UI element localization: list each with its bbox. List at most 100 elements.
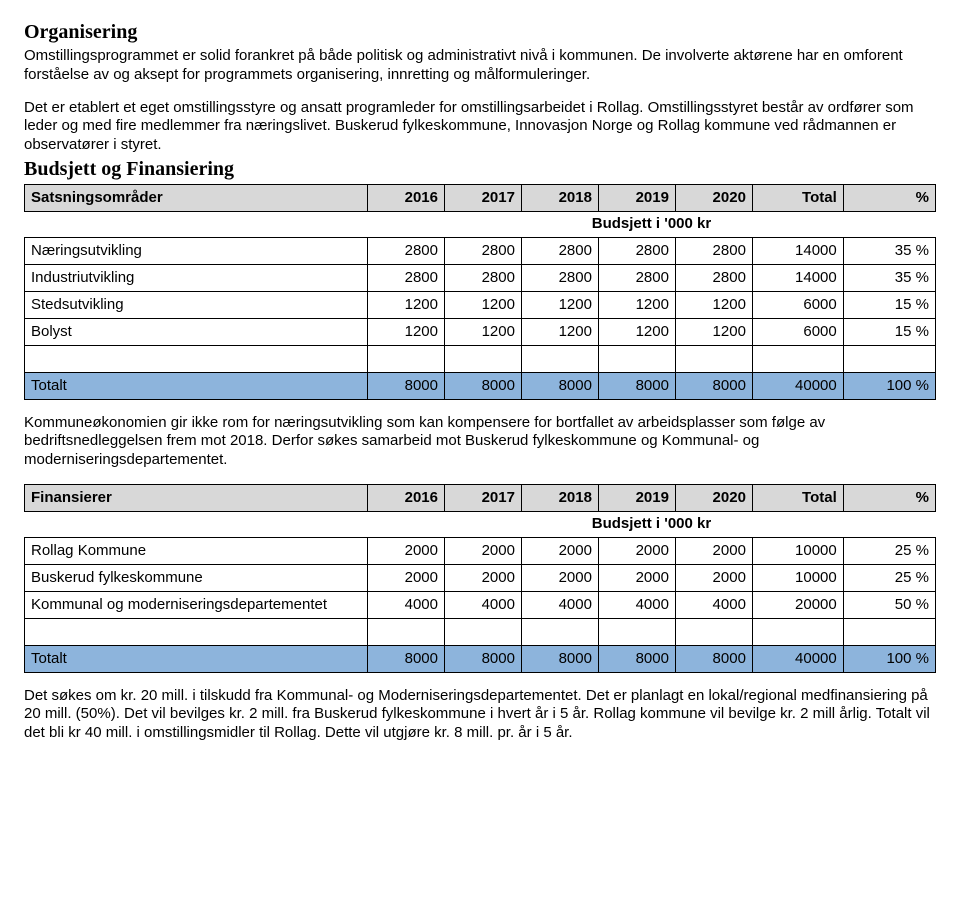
cell-empty [521,345,598,372]
col-h: 2019 [598,184,675,211]
cell: 1200 [444,318,521,345]
col-h: 2019 [598,484,675,511]
col-h: 2018 [521,484,598,511]
cell: 4000 [368,591,445,618]
cell: 8000 [444,372,521,399]
row-label: Kommunal og moderniseringsdepartementet [25,591,368,618]
table-caption-2: Budsjett i '000 kr [368,511,936,537]
cell: 2000 [521,537,598,564]
cell-empty [444,618,521,645]
cell: 6000 [752,318,843,345]
cell: 8000 [368,372,445,399]
total-row: Totalt8000800080008000800040000100 % [25,645,936,672]
cell: 1200 [368,318,445,345]
total-label: Totalt [25,645,368,672]
cell: 15 % [843,318,935,345]
cell: 100 % [843,645,935,672]
para-closing: Det søkes om kr. 20 mill. i tilskudd fra… [24,687,936,743]
table-row: Industriutvikling28002800280028002800140… [25,264,936,291]
cell-empty [675,345,752,372]
cell: 2000 [444,537,521,564]
cell: 2800 [521,237,598,264]
cell: 4000 [444,591,521,618]
para-mid: Kommuneøkonomien gir ikke rom for næring… [24,414,936,470]
cell: 50 % [843,591,935,618]
cell: 35 % [843,264,935,291]
row-label: Industriutvikling [25,264,368,291]
cell: 8000 [675,645,752,672]
table-row: Stedsutvikling12001200120012001200600015… [25,291,936,318]
col-h: 2020 [675,484,752,511]
col-h: Finansierer [25,484,368,511]
cell: 1200 [675,291,752,318]
row-label: Stedsutvikling [25,291,368,318]
cell: 2000 [598,564,675,591]
table-row: Bolyst12001200120012001200600015 % [25,318,936,345]
table-satsningsomrader: Budsjett i '000 kr Satsningsområder 2016… [24,184,936,400]
spacer-row [25,618,936,645]
cell: 2800 [675,237,752,264]
col-h: Total [752,184,843,211]
col-h: 2017 [444,184,521,211]
cell: 2800 [368,264,445,291]
cell-empty [368,345,445,372]
row-label: Rollag Kommune [25,537,368,564]
cell: 1200 [444,291,521,318]
cell: 1200 [598,291,675,318]
row-label: Næringsutvikling [25,237,368,264]
cell-empty [752,618,843,645]
cell-empty [25,511,368,537]
cell: 10000 [752,537,843,564]
cell: 4000 [598,591,675,618]
cell: 2800 [444,264,521,291]
cell-empty [675,618,752,645]
table-header-row: Finansierer 2016 2017 2018 2019 2020 Tot… [25,484,936,511]
cell: 2800 [675,264,752,291]
cell: 2800 [521,264,598,291]
cell: 2000 [521,564,598,591]
cell-empty [843,618,935,645]
cell: 6000 [752,291,843,318]
section-title-organisering: Organisering [24,20,936,45]
cell-empty [598,345,675,372]
table-row: Kommunal og moderniseringsdepartementet4… [25,591,936,618]
col-h: 2016 [368,484,445,511]
cell: 2000 [598,537,675,564]
cell: 10000 [752,564,843,591]
cell: 100 % [843,372,935,399]
total-row: Totalt8000800080008000800040000100 % [25,372,936,399]
col-h: % [843,484,935,511]
cell: 15 % [843,291,935,318]
cell: 8000 [598,645,675,672]
cell-empty [598,618,675,645]
cell: 2800 [598,264,675,291]
cell: 1200 [521,318,598,345]
cell-empty [444,345,521,372]
cell: 2000 [368,537,445,564]
row-label: Bolyst [25,318,368,345]
col-h: 2018 [521,184,598,211]
row-label: Buskerud fylkeskommune [25,564,368,591]
total-label: Totalt [25,372,368,399]
cell: 1200 [598,318,675,345]
cell: 4000 [521,591,598,618]
col-h: Total [752,484,843,511]
cell: 2000 [675,564,752,591]
cell: 25 % [843,564,935,591]
cell: 2000 [444,564,521,591]
cell: 8000 [675,372,752,399]
table-row: Næringsutvikling280028002800280028001400… [25,237,936,264]
cell: 2000 [368,564,445,591]
cell: 8000 [598,372,675,399]
cell: 14000 [752,237,843,264]
col-h: 2020 [675,184,752,211]
cell: 2800 [444,237,521,264]
table-caption-1: Budsjett i '000 kr [368,211,936,237]
cell: 8000 [444,645,521,672]
cell: 35 % [843,237,935,264]
cell: 8000 [521,372,598,399]
cell: 1200 [675,318,752,345]
table-row: Buskerud fylkeskommune200020002000200020… [25,564,936,591]
cell-empty [368,618,445,645]
cell-empty [752,345,843,372]
